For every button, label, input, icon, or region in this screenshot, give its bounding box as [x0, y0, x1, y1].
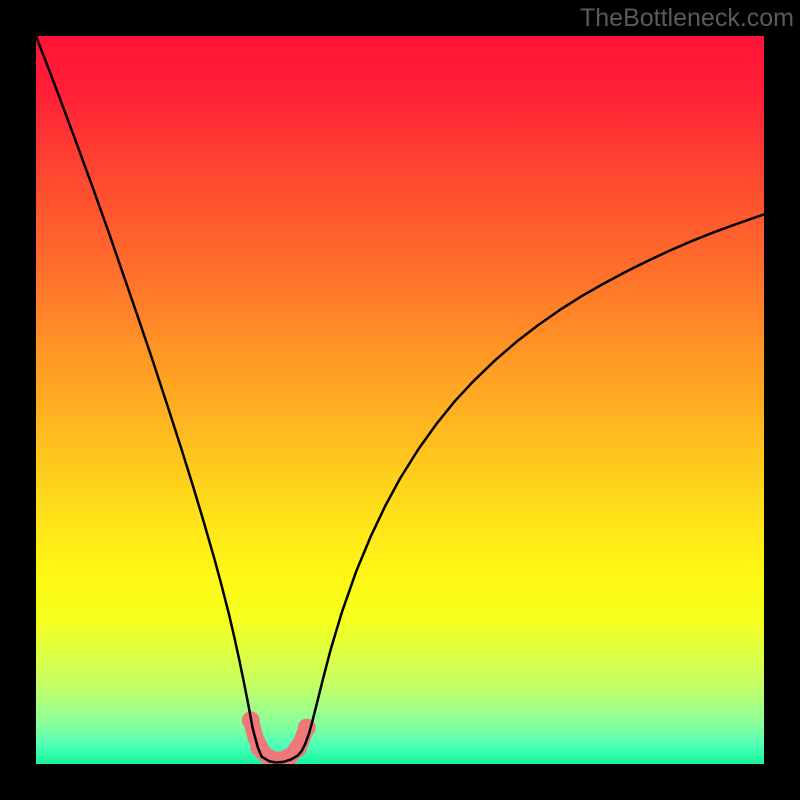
chart-stage: TheBottleneck.com: [0, 0, 800, 800]
gradient-background: [36, 36, 764, 764]
bottleneck-chart: [0, 0, 800, 800]
